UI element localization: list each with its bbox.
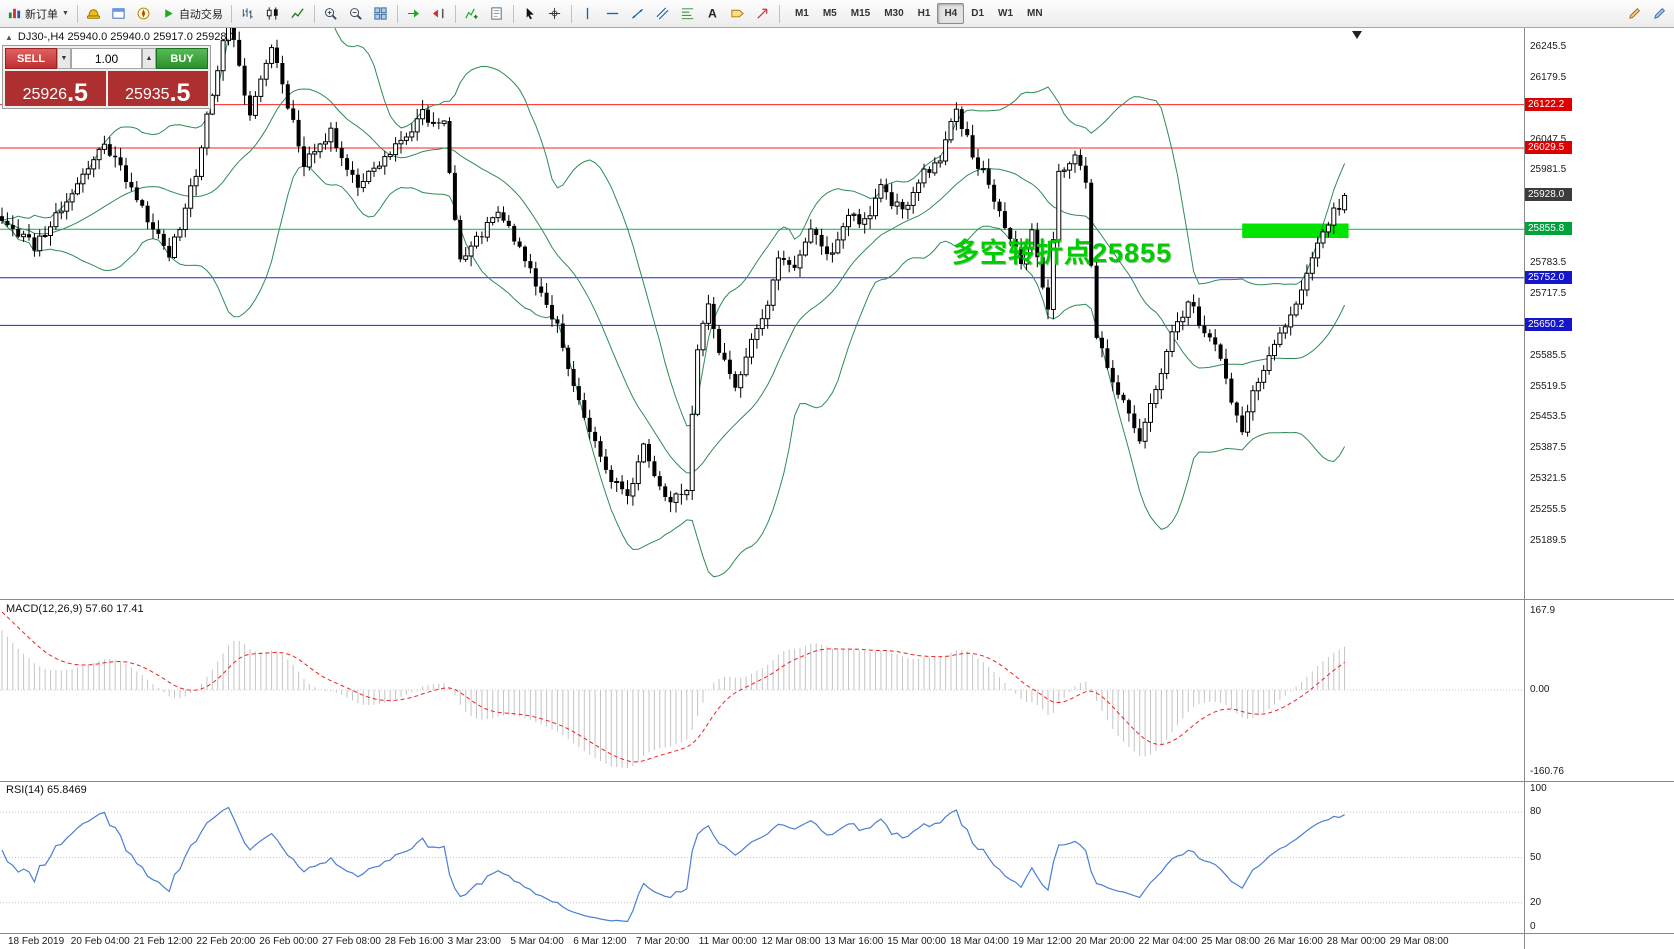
candles-icon <box>265 6 280 21</box>
timeframe-w1-button[interactable]: W1 <box>998 8 1014 19</box>
label-icon <box>730 6 745 21</box>
timeframe-h4-button[interactable]: H4 <box>937 3 965 24</box>
sell-price-main: 25926 <box>22 86 68 103</box>
timeframe-m1-button[interactable]: M1 <box>794 8 809 19</box>
indicators-icon <box>464 6 479 21</box>
main-toolbar: 新订单 ▼ 自动交易 A M1 M5 M15 M30 H1 H4 D1 W1 MN <box>0 0 1674 28</box>
pencil-icon <box>1627 6 1642 21</box>
buy-price-display[interactable]: 25935.5 <box>107 71 208 107</box>
fibo-icon <box>680 6 695 21</box>
buy-price-main: 25935 <box>125 86 170 103</box>
data-window-icon <box>111 6 126 21</box>
hline-icon <box>605 6 620 21</box>
toolbar-separator <box>396 4 398 23</box>
vertical-line-button[interactable] <box>576 2 600 26</box>
tile-icon <box>373 6 388 21</box>
symbol-info: ▲ DJ30-,H4 25940.0 25940.0 25917.0 25928… <box>5 31 236 43</box>
horizontal-line-button[interactable] <box>601 2 625 26</box>
trade-panel-prices: 25926.5 25935.5 <box>5 71 208 106</box>
volume-decrease-button[interactable]: ▼ <box>57 48 71 69</box>
bars-icon <box>240 6 255 21</box>
new-order-button[interactable]: 新订单 ▼ <box>3 2 73 26</box>
linechart-icon <box>290 6 305 21</box>
compose-button[interactable] <box>1647 2 1671 26</box>
text-button[interactable]: A <box>701 2 725 26</box>
timeframe-bar: M1 M5 M15 M30 H1 H4 D1 W1 MN <box>788 3 1050 24</box>
crosshair-button[interactable] <box>543 2 567 26</box>
zoom-in-icon <box>323 6 338 21</box>
sell-button[interactable]: SELL <box>5 48 57 69</box>
autoscroll-icon <box>406 6 421 21</box>
buy-price-frac: .5 <box>169 78 191 107</box>
volume-input[interactable] <box>71 48 142 69</box>
volume-increase-button[interactable]: ▲ <box>142 48 156 69</box>
auto-trading-button-label: 自动交易 <box>178 8 223 21</box>
auto-scroll-button[interactable] <box>402 2 426 26</box>
crosshair-icon <box>547 6 562 21</box>
chart-shift-button[interactable] <box>427 2 451 26</box>
new-order-icon <box>7 6 22 21</box>
chart-annotation: 多空转折点25855 <box>952 238 1173 268</box>
fibonacci-button[interactable] <box>676 2 700 26</box>
toolbar-separator <box>570 4 572 23</box>
symbol-ohlc-text: DJ30-,H4 25940.0 25940.0 25917.0 25928.0 <box>17 31 236 43</box>
text-icon: A <box>705 6 720 21</box>
tile-windows-button[interactable] <box>369 2 393 26</box>
equidistant-channel-button[interactable] <box>651 2 675 26</box>
toolbar-separator <box>76 4 78 23</box>
trade-panel-controls: SELL ▼ ▲ BUY <box>5 48 208 69</box>
chart-menu-icon: ▲ <box>5 32 13 42</box>
arrows-button[interactable] <box>751 2 775 26</box>
timeframe-m15-button[interactable]: M15 <box>850 8 871 19</box>
timeframe-mn-button[interactable]: MN <box>1027 8 1043 19</box>
new-order-button-label: 新订单 <box>25 8 58 21</box>
bar-chart-button[interactable] <box>236 2 260 26</box>
arrows-icon <box>755 6 770 21</box>
sell-price-display[interactable]: 25926.5 <box>5 71 106 106</box>
timeframe-m5-button[interactable]: M5 <box>822 8 837 19</box>
zoom-out-icon <box>348 6 363 21</box>
svg-text:A: A <box>708 7 717 21</box>
templates-button[interactable] <box>485 2 509 26</box>
pencil2-icon <box>1652 6 1667 21</box>
dropdown-caret-icon: ▼ <box>62 10 69 17</box>
toolbar-separator <box>230 4 232 23</box>
trend-icon <box>630 6 645 21</box>
timeframe-h1-button[interactable]: H1 <box>917 8 931 19</box>
channel-icon <box>655 6 670 21</box>
play-icon <box>161 6 176 21</box>
candlestick-chart-button[interactable] <box>261 2 285 26</box>
rsi-indicator-label: RSI(14) 65.8469 <box>6 784 87 796</box>
navigator-button[interactable] <box>132 2 156 26</box>
trendline-button[interactable] <box>626 2 650 26</box>
toolbar-separator <box>454 4 456 23</box>
toolbar-separator <box>778 4 780 23</box>
hat-icon <box>86 6 101 21</box>
expert-hat-button[interactable] <box>82 2 106 26</box>
pencil-button[interactable] <box>1622 2 1646 26</box>
zoom-out-button[interactable] <box>344 2 368 26</box>
indicators-button[interactable] <box>460 2 484 26</box>
one-click-trading-panel: SELL ▼ ▲ BUY 25926.5 25935.5 <box>2 45 211 109</box>
data-window-button[interactable] <box>107 2 131 26</box>
toolbar-separator <box>512 4 514 23</box>
navigator-icon <box>136 6 151 21</box>
timeframe-d1-button[interactable]: D1 <box>971 8 985 19</box>
sell-price-frac: .5 <box>67 78 88 107</box>
buy-button[interactable]: BUY <box>156 48 208 69</box>
zoom-in-button[interactable] <box>319 2 343 26</box>
shift-icon <box>431 6 446 21</box>
auto-trading-button[interactable]: 自动交易 <box>157 2 227 26</box>
line-chart-button[interactable] <box>286 2 310 26</box>
cursor-button[interactable] <box>518 2 542 26</box>
macd-indicator-label: MACD(12,26,9) 57.60 17.41 <box>6 603 144 615</box>
cursor-icon <box>522 6 537 21</box>
vline-icon <box>580 6 595 21</box>
templates-icon <box>489 6 504 21</box>
toolbar-separator <box>313 4 315 23</box>
text-label-button[interactable] <box>726 2 750 26</box>
timeframe-m30-button[interactable]: M30 <box>884 8 904 19</box>
